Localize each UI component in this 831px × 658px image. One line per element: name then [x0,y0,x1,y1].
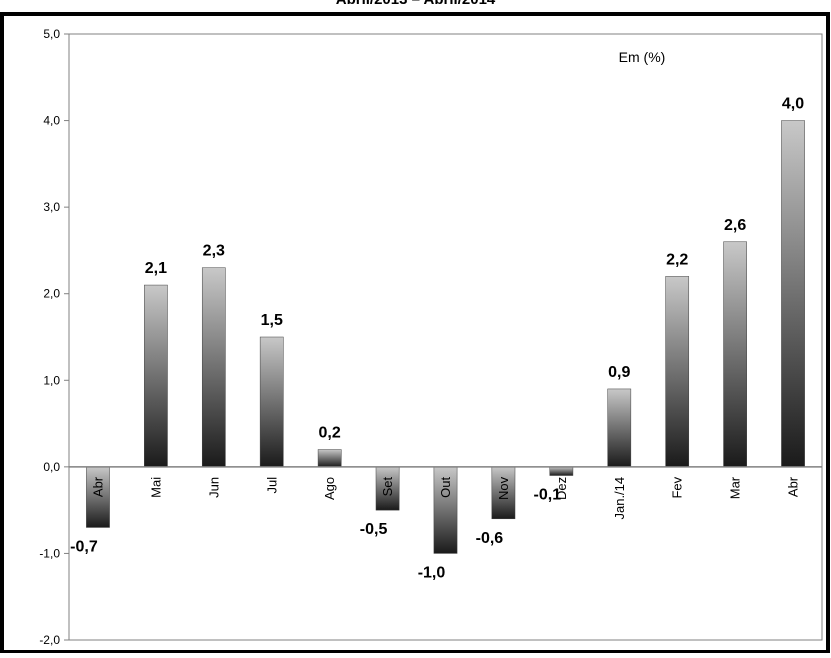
bar [723,241,747,468]
data-label: -0,7 [70,538,98,555]
bar-chart: -2,0 -1,0 0,0 1,0 2,0 3,0 4,0 5,0 Abr Mai Jun Jul A… [0,12,830,654]
y-tick-label: 0,0 [43,460,60,474]
data-label: -0,6 [476,530,504,547]
data-label: 2,1 [145,260,167,277]
y-tick-label: 3,0 [43,200,60,214]
category-label: Mai [148,477,163,498]
bar [317,449,342,468]
category-label: Nov [496,476,511,500]
bar [781,120,805,468]
data-label: -0,5 [360,521,388,538]
bar [144,284,168,468]
bar [607,388,632,468]
chart-title: Abril/2013 – Abril/2014 [0,0,831,11]
data-label: 0,9 [608,364,630,381]
y-tick-label: -2,0 [39,633,60,647]
bar [549,466,574,476]
category-label: Jun [206,477,221,498]
bar [259,336,284,468]
category-label: Dez [554,477,569,500]
chart-frame: -2,0 -1,0 0,0 1,0 2,0 3,0 4,0 5,0 Abr Mai Jun Jul A… [0,12,831,654]
data-label: 2,6 [724,217,746,234]
category-label: Abr [786,476,801,497]
category-label: Out [438,476,453,497]
bar [665,276,690,468]
y-tick-label: 5,0 [43,27,60,41]
y-tick-label: 4,0 [43,114,60,128]
category-label: Jan./14 [612,477,627,520]
data-label: -0,1 [534,487,562,504]
category-label: Abr [91,476,106,497]
category-label: Fev [670,476,685,498]
y-tick-label: 1,0 [43,373,60,387]
unit-label: Em (%) [619,49,666,65]
y-tick-label: 2,0 [43,287,60,301]
data-label: 2,3 [203,243,225,260]
category-label: Set [380,476,395,496]
category-label: Mar [728,476,743,499]
data-label: 1,5 [261,312,283,329]
category-label: Ago [322,477,337,500]
data-label: -1,0 [418,564,446,581]
y-tick-label: -1,0 [39,546,60,560]
bar [201,267,226,468]
category-label: Jul [264,477,279,494]
data-label: 4,0 [782,96,804,113]
data-label: 0,2 [319,425,341,442]
data-label: 2,2 [666,251,688,268]
